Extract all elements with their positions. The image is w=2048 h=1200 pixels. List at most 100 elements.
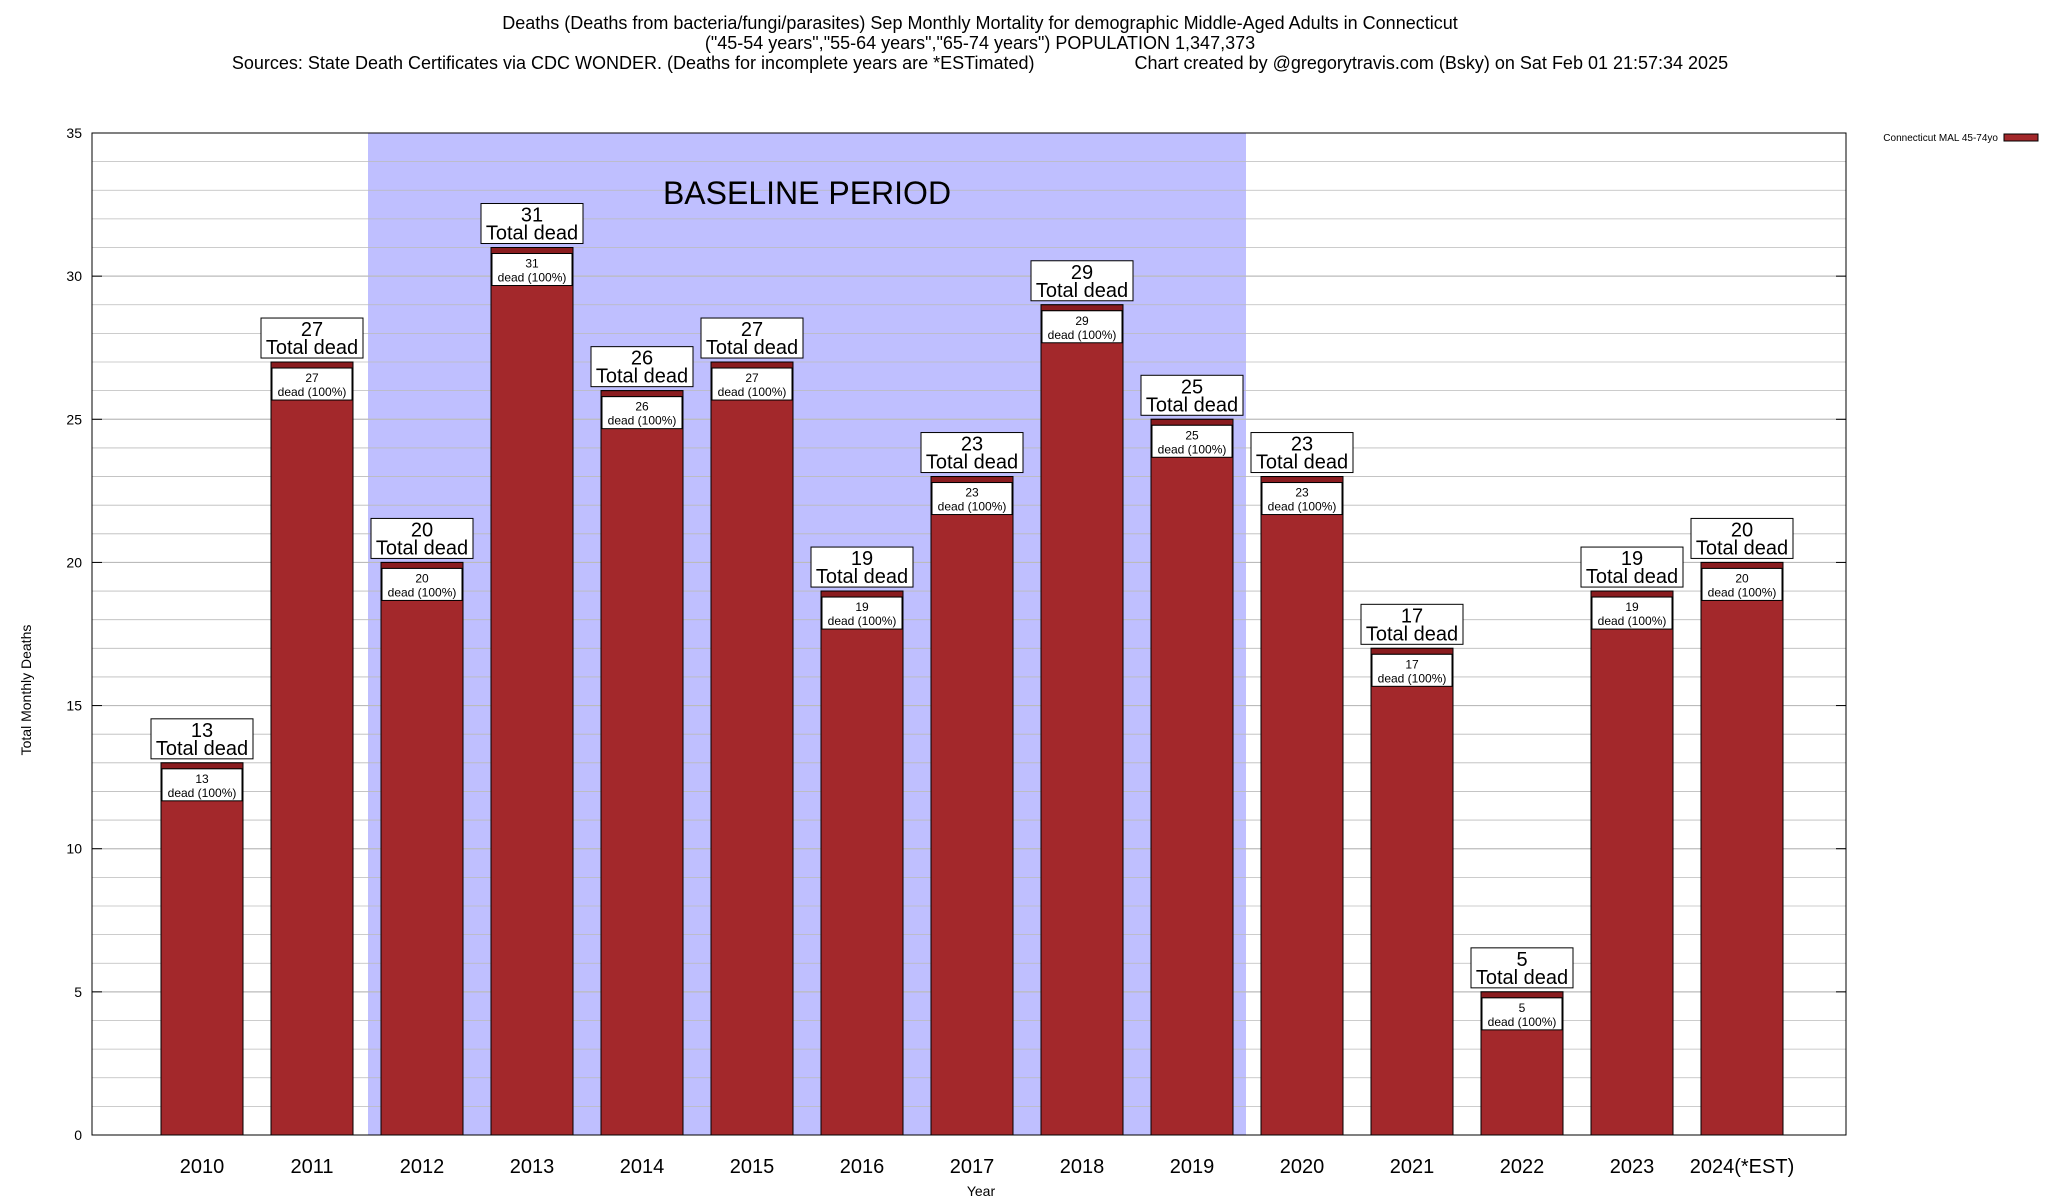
top-label-box xyxy=(590,346,694,388)
inner-label-value: 20 xyxy=(1735,571,1749,585)
top-label-value: 27 xyxy=(301,319,323,341)
x-tick-label: 2017 xyxy=(950,1156,995,1178)
top-label-text: Total dead xyxy=(486,223,578,245)
x-tick-label: 2011 xyxy=(290,1156,333,1178)
y-tick-label: 35 xyxy=(66,125,82,141)
bar xyxy=(600,390,684,1136)
bar-cap xyxy=(710,361,794,369)
inner-label-text: dead (100%) xyxy=(938,500,1007,514)
top-label-text: Total dead xyxy=(1586,566,1678,588)
bar-cap xyxy=(1590,590,1674,598)
inner-label-value: 23 xyxy=(965,486,979,500)
bar xyxy=(710,361,794,1136)
top-label-box xyxy=(700,317,804,359)
top-label-box xyxy=(1140,374,1244,416)
bar-cap xyxy=(1370,647,1454,655)
top-label-box xyxy=(1470,947,1574,989)
top-label-text: Total dead xyxy=(1696,537,1788,559)
top-label-box xyxy=(150,718,254,760)
top-label-value: 31 xyxy=(521,205,543,227)
bar-cap xyxy=(270,361,354,369)
inner-label-value: 19 xyxy=(1625,600,1639,614)
top-label-box xyxy=(480,203,584,245)
x-tick-label: 2012 xyxy=(400,1156,445,1178)
bar-cap xyxy=(600,390,684,398)
bar xyxy=(1590,590,1674,1136)
bar xyxy=(820,590,904,1136)
inner-label-box xyxy=(821,596,903,630)
inner-label-text: dead (100%) xyxy=(168,786,237,800)
bar xyxy=(160,762,244,1136)
bar-cap xyxy=(820,590,904,598)
bar-cap xyxy=(160,762,244,770)
x-tick-label: 2022 xyxy=(1500,1156,1545,1178)
inner-label-box xyxy=(1151,424,1233,458)
inner-label-box xyxy=(1371,653,1453,687)
top-label-value: 19 xyxy=(1621,548,1643,570)
inner-label-value: 29 xyxy=(1075,314,1089,328)
top-label-value: 17 xyxy=(1401,605,1423,627)
top-label-value: 27 xyxy=(741,319,763,341)
x-tick-label: 2023 xyxy=(1610,1156,1655,1178)
top-label-text: Total dead xyxy=(1146,394,1238,416)
x-tick-label: 2021 xyxy=(1390,1156,1435,1178)
x-tick-label: 2018 xyxy=(1060,1156,1105,1178)
inner-label-box xyxy=(1481,997,1563,1031)
inner-label-text: dead (100%) xyxy=(1048,328,1117,342)
bar-cap xyxy=(490,247,574,255)
bar xyxy=(270,361,354,1136)
inner-label-text: dead (100%) xyxy=(278,385,347,399)
inner-label-text: dead (100%) xyxy=(498,271,567,285)
y-tick-label: 10 xyxy=(66,841,82,857)
x-tick-label: 2020 xyxy=(1280,1156,1325,1178)
bar-cap xyxy=(380,561,464,569)
inner-label-text: dead (100%) xyxy=(1268,500,1337,514)
top-label-value: 29 xyxy=(1071,262,1093,284)
top-label-value: 25 xyxy=(1181,376,1203,398)
bar xyxy=(1260,476,1344,1136)
inner-label-value: 27 xyxy=(305,371,319,385)
top-label-value: 26 xyxy=(631,348,653,370)
top-label-value: 20 xyxy=(1731,519,1753,541)
inner-label-box xyxy=(931,482,1013,516)
inner-label-value: 23 xyxy=(1295,486,1309,500)
top-label-text: Total dead xyxy=(1476,967,1568,989)
inner-label-value: 25 xyxy=(1185,428,1199,442)
top-label-box xyxy=(370,517,474,559)
inner-label-box xyxy=(491,253,573,287)
inner-label-text: dead (100%) xyxy=(388,585,457,599)
y-tick-label: 25 xyxy=(66,411,82,427)
x-tick-label: 2010 xyxy=(180,1156,225,1178)
inner-label-value: 26 xyxy=(635,400,649,414)
legend-label: Connecticut MAL 45-74yo xyxy=(1883,133,1998,144)
inner-label-value: 17 xyxy=(1405,657,1419,671)
bar xyxy=(380,561,464,1136)
top-label-value: 19 xyxy=(851,548,873,570)
top-label-text: Total dead xyxy=(1366,623,1458,645)
y-tick-label: 5 xyxy=(74,984,82,1000)
inner-label-text: dead (100%) xyxy=(1598,614,1667,628)
y-tick-label: 15 xyxy=(66,698,82,714)
bar xyxy=(930,476,1014,1136)
inner-label-box xyxy=(601,396,683,430)
top-label-text: Total dead xyxy=(1256,452,1348,474)
x-tick-label: 2015 xyxy=(730,1156,775,1178)
inner-label-value: 5 xyxy=(1519,1001,1526,1015)
inner-label-box xyxy=(1701,567,1783,601)
bar-cap xyxy=(1260,476,1344,484)
inner-label-box xyxy=(1041,310,1123,344)
chart-title: Deaths (Deaths from bacteria/fungi/paras… xyxy=(502,13,1458,33)
x-tick-label: 2024(*EST) xyxy=(1690,1156,1795,1178)
top-label-value: 13 xyxy=(191,720,213,742)
top-label-text: Total dead xyxy=(1036,280,1128,302)
y-tick-label: 20 xyxy=(66,554,82,570)
x-axis-label: Year xyxy=(967,1183,996,1199)
top-label-text: Total dead xyxy=(816,566,908,588)
bar-cap xyxy=(930,476,1014,484)
top-label-value: 5 xyxy=(1516,949,1527,971)
top-label-box xyxy=(1250,432,1354,474)
top-label-box xyxy=(1030,260,1134,302)
inner-label-text: dead (100%) xyxy=(1488,1015,1557,1029)
x-tick-label: 2019 xyxy=(1170,1156,1215,1178)
